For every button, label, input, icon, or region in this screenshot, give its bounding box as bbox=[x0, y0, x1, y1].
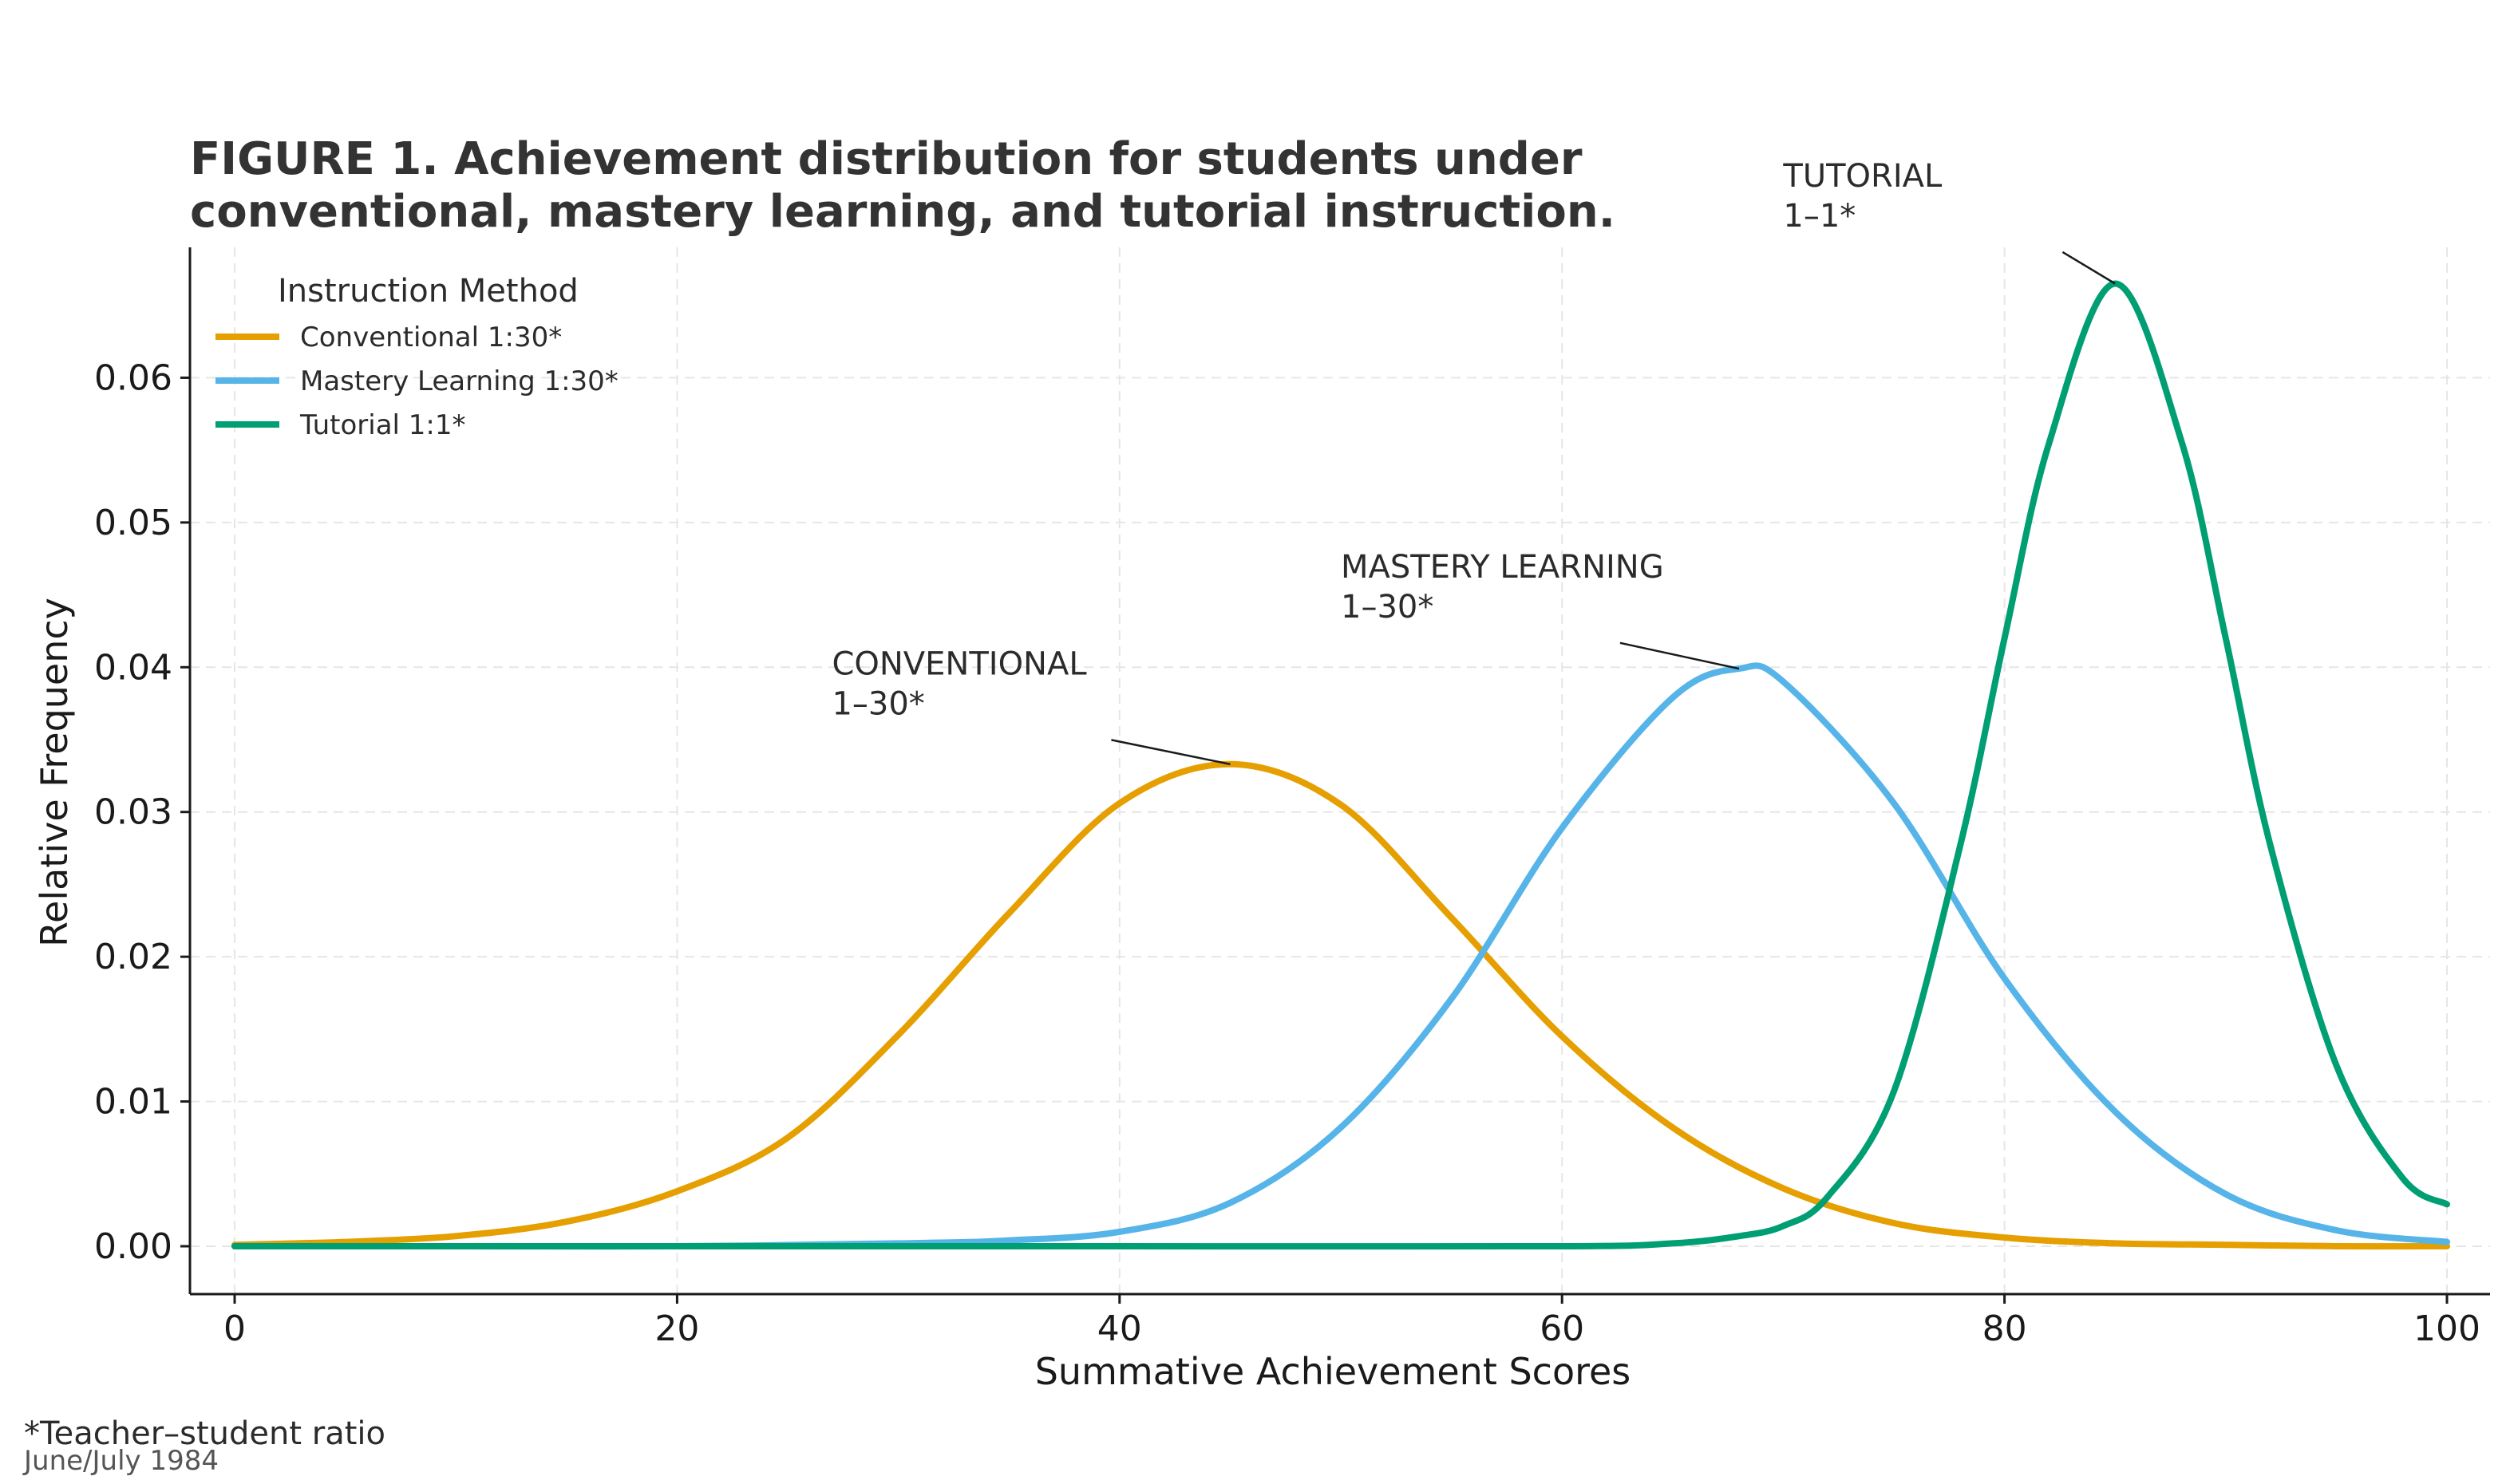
y-axis-label: Relative Frequency bbox=[33, 598, 76, 947]
chart-title-line-2: conventional, mastery learning, and tuto… bbox=[190, 186, 1615, 238]
legend-entry: Conventional 1:30* bbox=[300, 322, 562, 353]
x-tick-label: 60 bbox=[1540, 1308, 1584, 1349]
legend-entry: Mastery Learning 1:30* bbox=[300, 365, 619, 397]
annotation-text: TUTORIAL bbox=[1782, 158, 1943, 195]
annotation-leader-line bbox=[2061, 251, 2116, 285]
axes bbox=[188, 247, 2490, 1296]
y-tick-label: 0.05 bbox=[94, 503, 172, 543]
annotation-leader-line bbox=[1619, 641, 1740, 670]
x-tick-label: 100 bbox=[2413, 1308, 2480, 1349]
annotation-text: CONVENTIONAL bbox=[832, 645, 1087, 682]
footnote: *Teacher–student ratio bbox=[24, 1415, 385, 1452]
y-tick-label: 0.01 bbox=[94, 1082, 172, 1123]
x-tick-label: 80 bbox=[1982, 1308, 2027, 1349]
series-conventional-line bbox=[231, 760, 2450, 1250]
y-tick-label: 0.04 bbox=[94, 647, 172, 688]
series-lines bbox=[231, 280, 2450, 1250]
y-tick-label: 0.00 bbox=[94, 1226, 172, 1267]
ticks: 0 20 40 60 80 100 0.00 0.01 0.02 0.03 0.04 0.05 0.06 bbox=[94, 357, 2480, 1349]
y-tick-label: 0.06 bbox=[94, 357, 172, 398]
legend-entry: Tutorial 1:1* bbox=[299, 409, 466, 441]
annotation-text: MASTERY LEARNING bbox=[1341, 549, 1664, 586]
grid bbox=[190, 247, 2490, 1294]
x-axis-label: Summative Achievement Scores bbox=[1035, 1350, 1631, 1393]
x-tick-label: 0 bbox=[223, 1308, 246, 1349]
annotation-leader-line bbox=[1111, 739, 1231, 766]
chart-title-line-1: FIGURE 1. Achievement distribution for s… bbox=[190, 133, 1583, 185]
x-tick-label: 40 bbox=[1097, 1308, 1142, 1349]
annotation-text: 1–30* bbox=[1341, 589, 1433, 626]
y-tick-label: 0.02 bbox=[94, 937, 172, 977]
x-tick-label: 20 bbox=[654, 1308, 699, 1349]
legend-title: Instruction Method bbox=[278, 273, 579, 310]
annotation-text: 1–1* bbox=[1783, 198, 1856, 235]
legend: Instruction Method Conventional 1:30* Mast… bbox=[215, 273, 619, 441]
annotation-text: 1–30* bbox=[832, 685, 924, 722]
series-tutorial-line bbox=[231, 280, 2450, 1250]
dateline: June/July 1984 bbox=[22, 1445, 219, 1477]
y-tick-label: 0.03 bbox=[94, 792, 172, 833]
